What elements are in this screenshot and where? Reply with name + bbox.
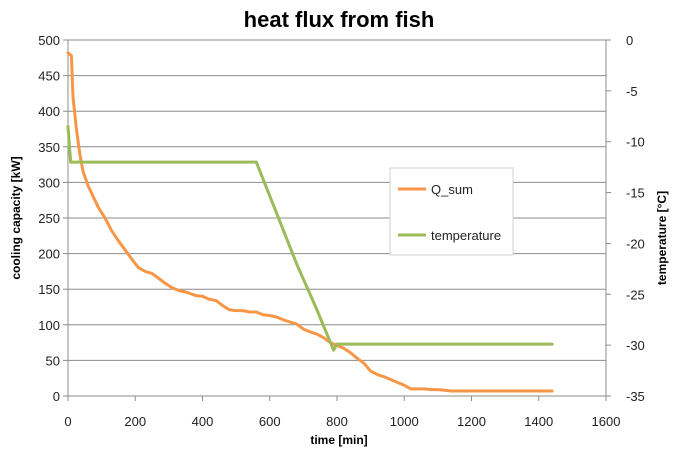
y-tick-label: 300 — [38, 175, 60, 190]
y-tick-label: 0 — [53, 389, 60, 404]
y-tick-label: 350 — [38, 140, 60, 155]
y-tick-label: 500 — [38, 33, 60, 48]
y-tick-label: 150 — [38, 282, 60, 297]
series-line-temperature — [66, 125, 554, 352]
x-tick-label: 1000 — [390, 414, 419, 429]
x-tick-label: 600 — [259, 414, 281, 429]
legend: Q_sum temperature — [389, 167, 514, 256]
y2-tick-label: -15 — [626, 186, 645, 201]
y-tick-label: 100 — [38, 318, 60, 333]
y-tick-label: 450 — [38, 69, 60, 84]
y2-tick-label: -35 — [626, 389, 645, 404]
legend-label-q-sum: Q_sum — [431, 182, 473, 197]
x-tick-label: 1400 — [524, 414, 553, 429]
y2-tick-label: -30 — [626, 338, 645, 353]
legend-box — [389, 167, 514, 256]
y-tick-label: 400 — [38, 104, 60, 119]
y2-tick-label: -20 — [626, 236, 645, 251]
series-line-q-sum — [66, 51, 554, 393]
x-tick-label: 800 — [326, 414, 348, 429]
chart-title: heat flux from fish — [244, 7, 435, 32]
y-axis-title: cooling capacity [kW] — [9, 156, 23, 279]
y2-tick-label: -25 — [626, 287, 645, 302]
x-tick-label: 1200 — [457, 414, 486, 429]
x-tick-label: 200 — [124, 414, 146, 429]
y2-tick-label: 0 — [626, 33, 633, 48]
x-tick-label: 0 — [64, 414, 71, 429]
axes: 0 50 100 150 200 250 300 350 400 450 500 0 -5 -10 -15 -… — [38, 33, 645, 429]
y-tick-label: 50 — [46, 353, 60, 368]
series-lines — [66, 51, 554, 393]
y2-tick-label: -10 — [626, 135, 645, 150]
legend-label-temperature: temperature — [431, 228, 501, 243]
gridlines — [68, 39, 606, 361]
y-tick-label: 200 — [38, 247, 60, 262]
x-tick-label: 400 — [192, 414, 214, 429]
y2-axis-title: temperature [°C] — [655, 191, 669, 285]
y2-tick-label: -5 — [626, 84, 638, 99]
y-tick-label: 250 — [38, 211, 60, 226]
x-tick-label: 1600 — [592, 414, 621, 429]
x-axis-title: time [min] — [310, 433, 367, 447]
